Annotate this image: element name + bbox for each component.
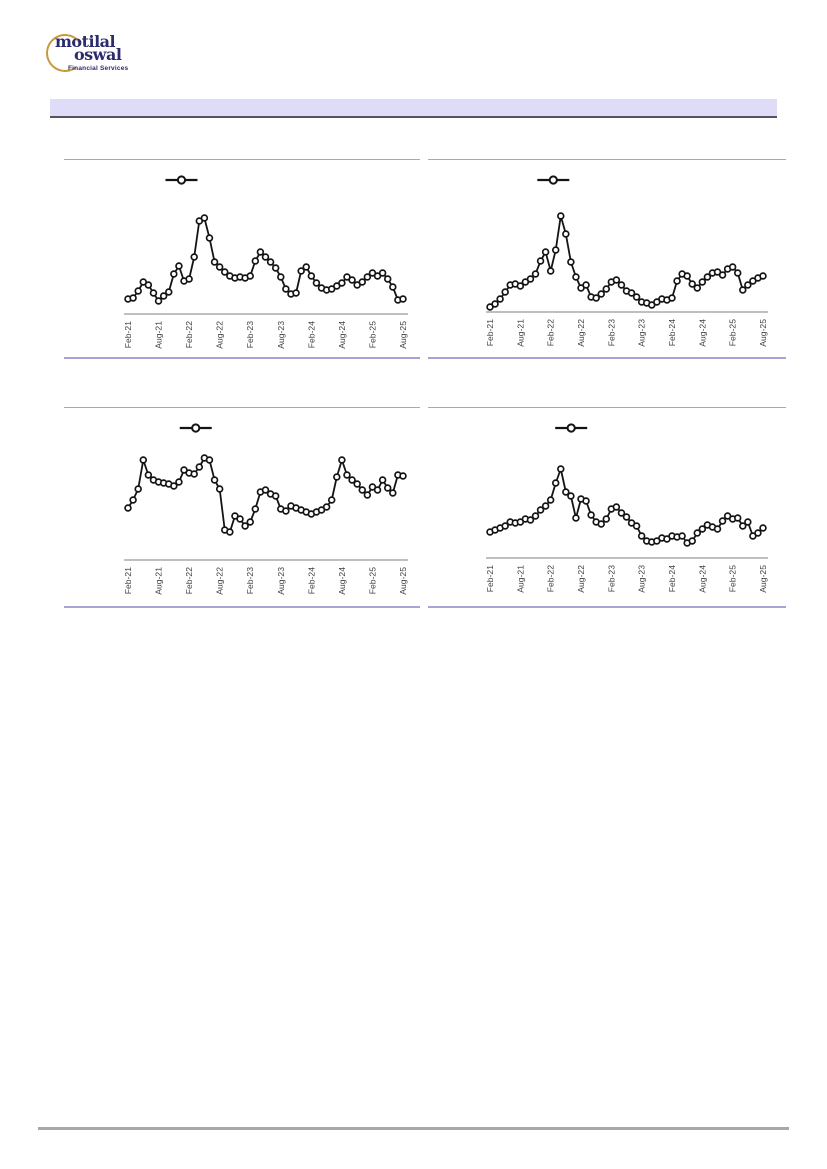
svg-text:Feb-22: Feb-22 — [546, 319, 556, 346]
svg-text:Feb-24: Feb-24 — [306, 321, 316, 348]
svg-text:Feb-21: Feb-21 — [485, 319, 495, 346]
svg-text:Aug-21: Aug-21 — [154, 321, 164, 349]
chart-top-right: Feb-21 Aug-21 Feb-22 Aug-22 Feb-23 Aug-23 Feb-… — [428, 159, 786, 359]
chart-bottom-right: Feb-21 Aug-21 Feb-22 Aug-22 Feb-23 Aug-23 Feb-… — [428, 407, 786, 608]
svg-text:Aug-21: Aug-21 — [515, 319, 525, 347]
svg-text:Aug-23: Aug-23 — [637, 319, 647, 347]
svg-text:Aug-23: Aug-23 — [637, 565, 647, 593]
svg-text:Feb-21: Feb-21 — [123, 567, 133, 594]
svg-text:Aug-24: Aug-24 — [337, 567, 347, 595]
chart-bottom-right-plot: Feb-21 Aug-21 Feb-22 Aug-22 Feb-23 Aug-23 Feb-… — [485, 423, 768, 593]
svg-text:Feb-23: Feb-23 — [606, 565, 616, 592]
logo-tagline: Financial Services — [68, 65, 129, 72]
svg-text:Feb-25: Feb-25 — [367, 567, 377, 594]
chart-top-left-plot: Feb-21 Aug-21 Feb-22 Aug-22 Feb-23 Aug-23 Feb-… — [123, 175, 408, 349]
svg-text:Aug-23: Aug-23 — [276, 567, 286, 595]
header-band — [50, 99, 777, 118]
chart-top-left: Feb-21 Aug-21 Feb-22 Aug-22 Feb-23 Aug-23 Feb-… — [64, 159, 420, 359]
logo-word-2: oswal — [74, 45, 122, 64]
svg-text:Aug-22: Aug-22 — [215, 567, 225, 595]
svg-text:Feb-22: Feb-22 — [184, 321, 194, 348]
svg-text:Aug-25: Aug-25 — [758, 565, 768, 593]
svg-text:Feb-25: Feb-25 — [728, 565, 738, 592]
svg-text:Aug-24: Aug-24 — [337, 321, 347, 349]
svg-text:Aug-25: Aug-25 — [398, 567, 408, 595]
chart-bottom-left: Feb-21 Aug-21 Feb-22 Aug-22 Feb-23 Aug-23 Feb-… — [64, 407, 420, 608]
svg-text:Feb-25: Feb-25 — [728, 319, 738, 346]
svg-text:Aug-22: Aug-22 — [215, 321, 225, 349]
svg-text:Feb-24: Feb-24 — [667, 565, 677, 592]
chart-top-right-plot: Feb-21 Aug-21 Feb-22 Aug-22 Feb-23 Aug-23 Feb-… — [485, 175, 768, 347]
svg-text:Aug-22: Aug-22 — [576, 319, 586, 347]
svg-text:Aug-22: Aug-22 — [576, 565, 586, 593]
svg-text:Feb-22: Feb-22 — [184, 567, 194, 594]
svg-text:Feb-23: Feb-23 — [245, 567, 255, 594]
chart-bottom-left-plot: Feb-21 Aug-21 Feb-22 Aug-22 Feb-23 Aug-23 Feb-… — [123, 423, 408, 595]
svg-text:Aug-25: Aug-25 — [758, 319, 768, 347]
svg-text:Aug-24: Aug-24 — [697, 319, 707, 347]
svg-text:Feb-21: Feb-21 — [485, 565, 495, 592]
logo-word-1: motilal — [55, 32, 116, 51]
svg-text:Feb-23: Feb-23 — [245, 321, 255, 348]
svg-text:Feb-24: Feb-24 — [667, 319, 677, 346]
svg-text:Feb-23: Feb-23 — [606, 319, 616, 346]
svg-text:Aug-25: Aug-25 — [398, 321, 408, 349]
svg-text:Feb-22: Feb-22 — [546, 565, 556, 592]
svg-text:Aug-21: Aug-21 — [515, 565, 525, 593]
svg-text:Aug-24: Aug-24 — [697, 565, 707, 593]
footer-divider — [38, 1127, 789, 1130]
svg-text:Aug-23: Aug-23 — [276, 321, 286, 349]
svg-text:Aug-21: Aug-21 — [154, 567, 164, 595]
svg-text:Feb-24: Feb-24 — [306, 567, 316, 594]
motilal-oswal-logo: motilal oswal Financial Services — [43, 31, 156, 83]
svg-text:Feb-21: Feb-21 — [123, 321, 133, 348]
svg-text:Feb-25: Feb-25 — [367, 321, 377, 348]
